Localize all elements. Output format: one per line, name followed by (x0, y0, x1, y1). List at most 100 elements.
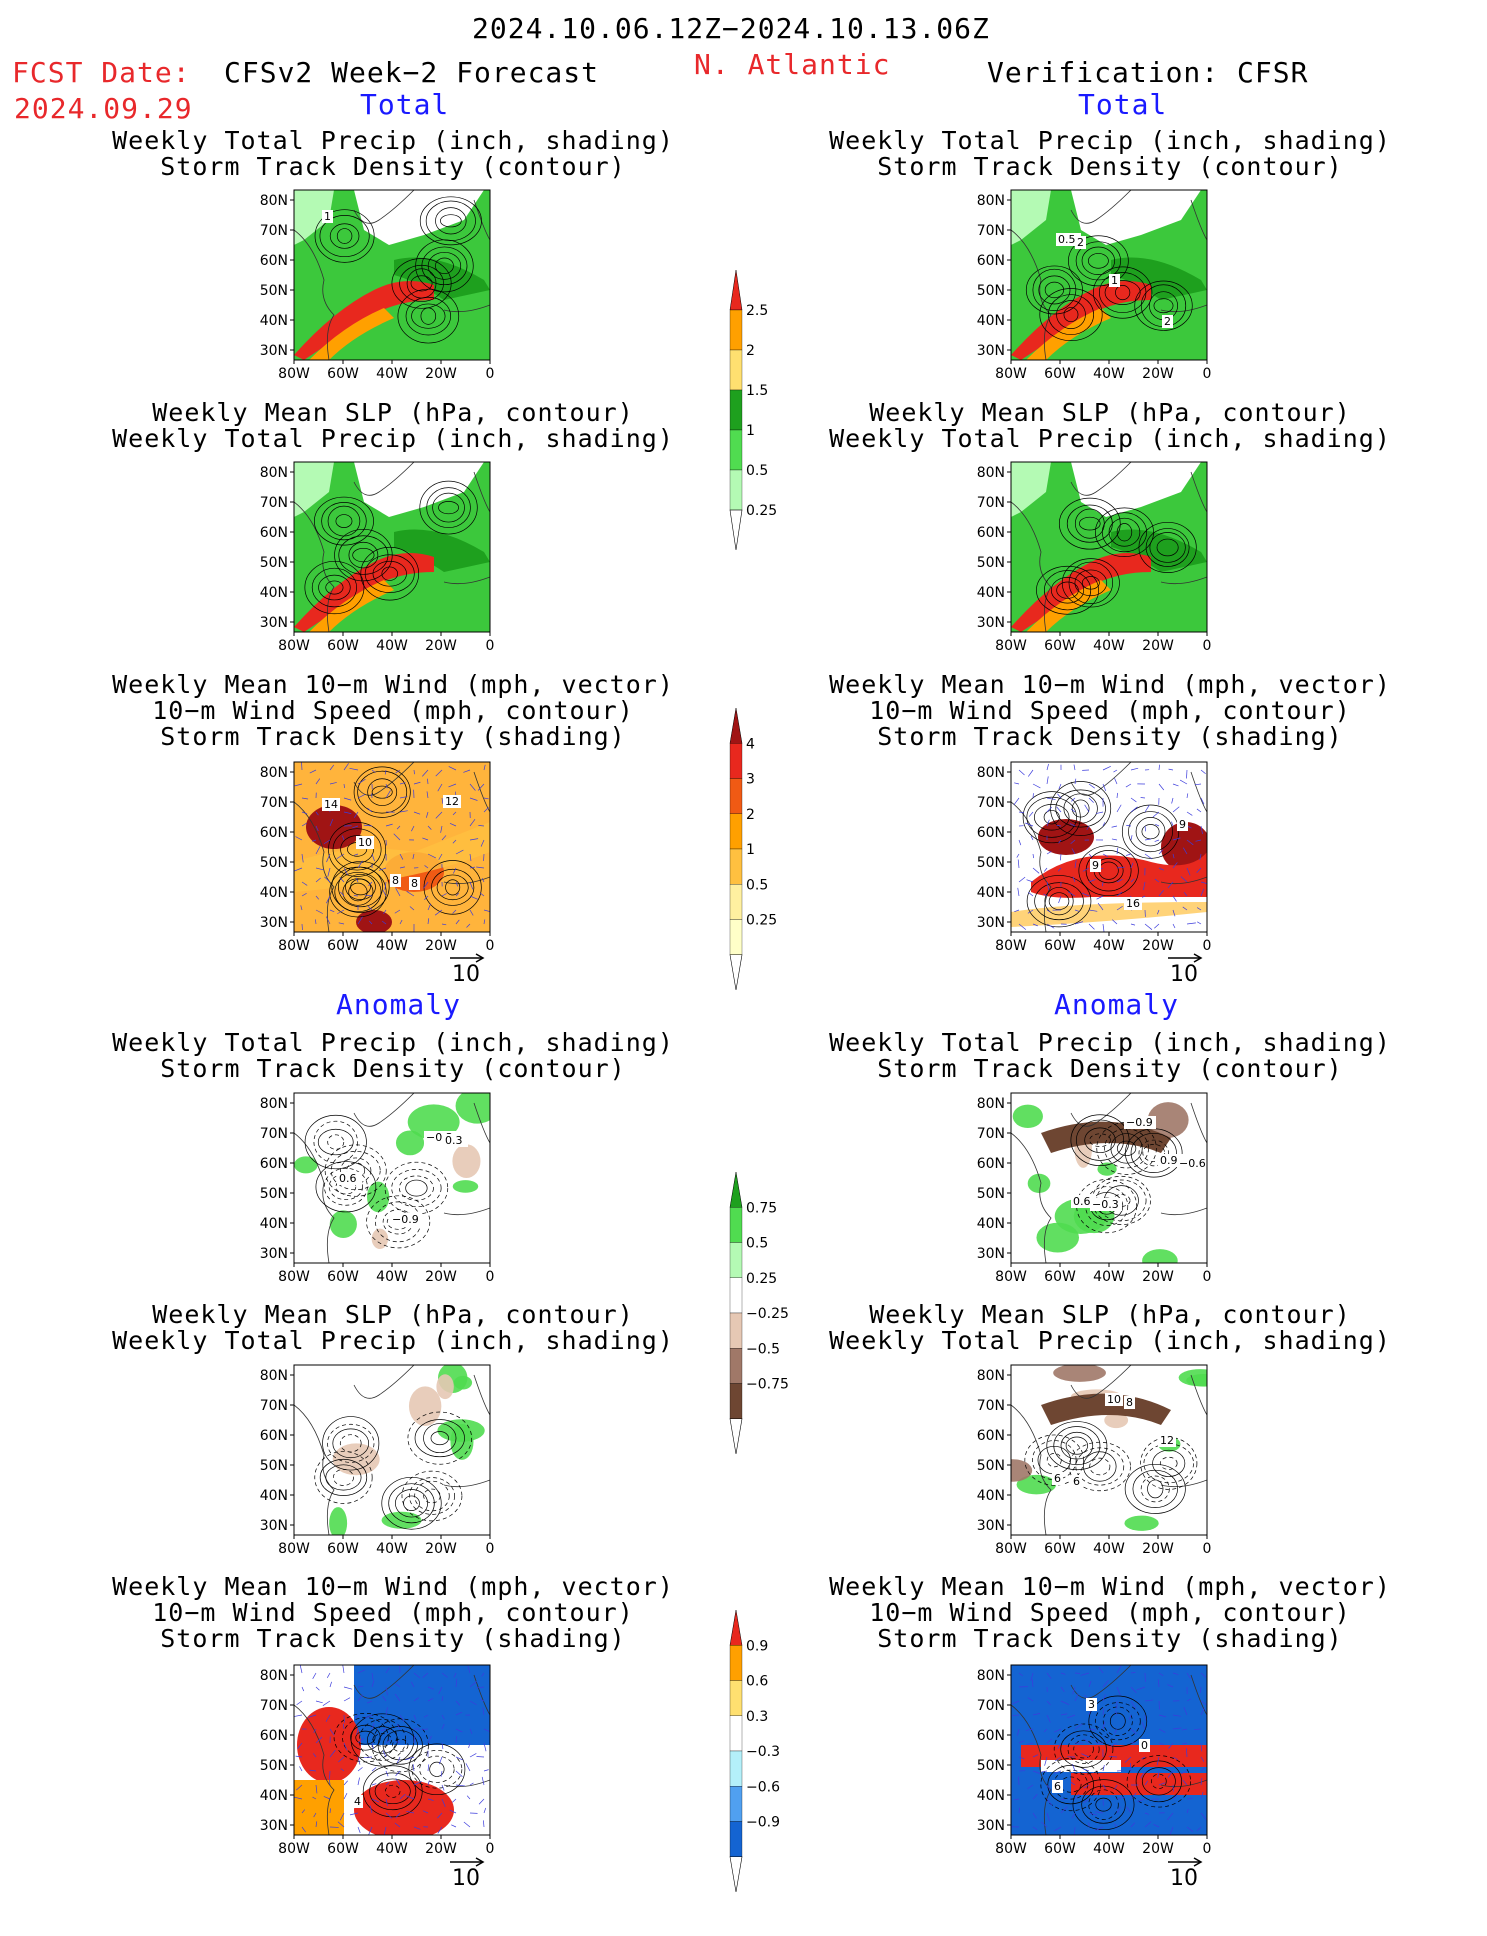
vector-ref-ver-total: 10 (1170, 962, 1198, 987)
lon-tick-label: 80W (995, 938, 1027, 954)
contour-label: 16 (1126, 897, 1140, 910)
lat-tick-label: 40N (977, 1788, 1005, 1804)
lat-tick-label: 60N (260, 825, 288, 841)
colorbar-label: 2.5 (746, 303, 768, 319)
lat-tick-label: 80N (977, 1096, 1005, 1112)
lon-tick-label: 80W (995, 366, 1027, 382)
contour-label: 12 (1160, 1434, 1174, 1447)
lon-tick-label: 80W (278, 938, 310, 954)
contour-label: 0 (1141, 1739, 1148, 1752)
lon-tick-label: 40W (376, 1269, 408, 1285)
contour-label: 3 (1088, 1698, 1095, 1711)
contour-label: −0.9 (1126, 1116, 1153, 1129)
colorbar-label: 0.5 (746, 463, 768, 479)
colorbar-label: −0.9 (746, 1815, 780, 1831)
lat-tick-label: 40N (260, 1788, 288, 1804)
colorbar-label: 0.3 (746, 1709, 768, 1725)
forecast-title: CFSv2 Week−2 Forecast (224, 56, 599, 89)
lon-tick-label: 0 (1203, 1541, 1212, 1557)
lat-tick-label: 50N (260, 283, 288, 299)
lon-tick-label: 80W (278, 1541, 310, 1557)
colorbar-label: 0.9 (746, 1638, 768, 1654)
lat-tick-label: 80N (260, 193, 288, 209)
title-fc-total-slp: Weekly Mean SLP (hPa, contour)Weekly Tot… (93, 400, 693, 452)
lat-tick-label: 60N (260, 1428, 288, 1444)
lat-tick-label: 50N (260, 1458, 288, 1474)
lon-tick-label: 40W (376, 1541, 408, 1557)
title-fc-total-precip: Weekly Total Precip (inch, shading)Storm… (93, 128, 693, 180)
lat-tick-label: 80N (977, 765, 1005, 781)
contour-label: 0.5 (1058, 233, 1076, 246)
lat-tick-label: 40N (977, 885, 1005, 901)
contour-label: 4 (354, 1795, 361, 1808)
lat-tick-label: 40N (977, 1216, 1005, 1232)
lat-tick-label: 80N (260, 1096, 288, 1112)
colorbar-label: 0.25 (746, 913, 777, 929)
lon-tick-label: 60W (327, 638, 359, 654)
lat-tick-label: 50N (260, 555, 288, 571)
colorbar-label: 4 (746, 736, 755, 752)
fcst-date: 2024.09.29 (14, 92, 193, 125)
lon-tick-label: 20W (425, 1269, 457, 1285)
contour-label: 8 (392, 874, 399, 887)
lon-tick-label: 60W (327, 1269, 359, 1285)
colorbar-label: 0.25 (746, 1271, 777, 1287)
lat-tick-label: 30N (977, 615, 1005, 631)
lat-tick-label: 80N (260, 765, 288, 781)
lat-tick-label: 50N (260, 855, 288, 871)
fcst-date-label: FCST Date: (12, 56, 191, 89)
colorbar-label: −0.6 (746, 1779, 780, 1795)
lat-tick-label: 30N (977, 343, 1005, 359)
lat-tick-label: 40N (260, 585, 288, 601)
contour-label: 8 (411, 877, 418, 890)
lat-tick-label: 40N (260, 313, 288, 329)
lat-tick-label: 70N (977, 1126, 1005, 1142)
lon-tick-label: 40W (1093, 1541, 1125, 1557)
lat-tick-label: 70N (260, 1398, 288, 1414)
contour-label: 9 (1092, 859, 1099, 872)
colorbar-label: −0.5 (746, 1341, 780, 1357)
contour-label: 1 (324, 210, 331, 223)
lat-tick-label: 60N (977, 253, 1005, 269)
lat-tick-label: 50N (977, 1458, 1005, 1474)
lat-tick-label: 60N (260, 1156, 288, 1172)
title-ver-total-slp: Weekly Mean SLP (hPa, contour)Weekly Tot… (810, 400, 1410, 452)
lat-tick-label: 60N (977, 1428, 1005, 1444)
lon-tick-label: 40W (1093, 366, 1125, 382)
lon-tick-label: 0 (486, 1541, 495, 1557)
colorbar-label: 0.5 (746, 1236, 768, 1252)
vector-arrow-icon (448, 950, 488, 964)
lon-tick-label: 0 (486, 638, 495, 654)
lat-tick-label: 60N (977, 825, 1005, 841)
lon-tick-label: 60W (1044, 1841, 1076, 1857)
lat-tick-label: 30N (260, 915, 288, 931)
lon-tick-label: 40W (376, 366, 408, 382)
title-fc-anom-wind: Weekly Mean 10−m Wind (mph, vector)10−m … (93, 1574, 693, 1652)
contour-label: −0.3 (1092, 1198, 1119, 1211)
lat-tick-label: 40N (260, 1488, 288, 1504)
contour-label: 9 (1179, 818, 1186, 831)
lon-tick-label: 40W (376, 1841, 408, 1857)
lon-tick-label: 40W (1093, 1841, 1125, 1857)
contour-label: 0.9 (1160, 1154, 1178, 1167)
lat-tick-label: 70N (977, 1698, 1005, 1714)
lon-tick-label: 60W (1044, 638, 1076, 654)
contour-label: 10 (1107, 1393, 1121, 1406)
verification-title: Verification: CFSR (987, 56, 1308, 89)
lon-tick-label: 20W (425, 366, 457, 382)
lat-tick-label: 70N (260, 795, 288, 811)
lon-tick-label: 80W (278, 1269, 310, 1285)
lon-tick-label: 40W (376, 638, 408, 654)
contour-label: 2 (1077, 236, 1084, 249)
lon-tick-label: 60W (1044, 938, 1076, 954)
colorbar-label: 0.6 (746, 1674, 768, 1690)
lat-tick-label: 40N (260, 1216, 288, 1232)
lon-tick-label: 60W (327, 1541, 359, 1557)
